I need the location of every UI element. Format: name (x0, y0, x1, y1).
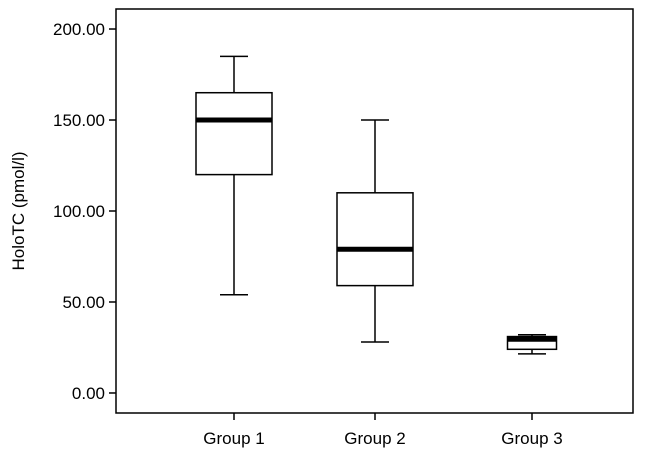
iqr-box (195, 91, 273, 176)
y-tick-label: 100.00 (53, 202, 105, 221)
y-tick-label: 50.00 (62, 293, 105, 312)
y-axis-label: HoloTC (pmol/l) (9, 151, 28, 270)
x-tick-label: Group 3 (501, 429, 562, 448)
x-tick-label: Group 2 (344, 429, 405, 448)
box-1 (195, 55, 273, 296)
y-tick-label: 0.00 (72, 384, 105, 403)
y-tick-label: 200.00 (53, 20, 105, 39)
y-tick-label: 150.00 (53, 111, 105, 130)
x-tick-label: Group 1 (203, 429, 264, 448)
iqr-box (336, 192, 414, 287)
box-3 (506, 333, 558, 355)
box-2 (336, 119, 414, 343)
